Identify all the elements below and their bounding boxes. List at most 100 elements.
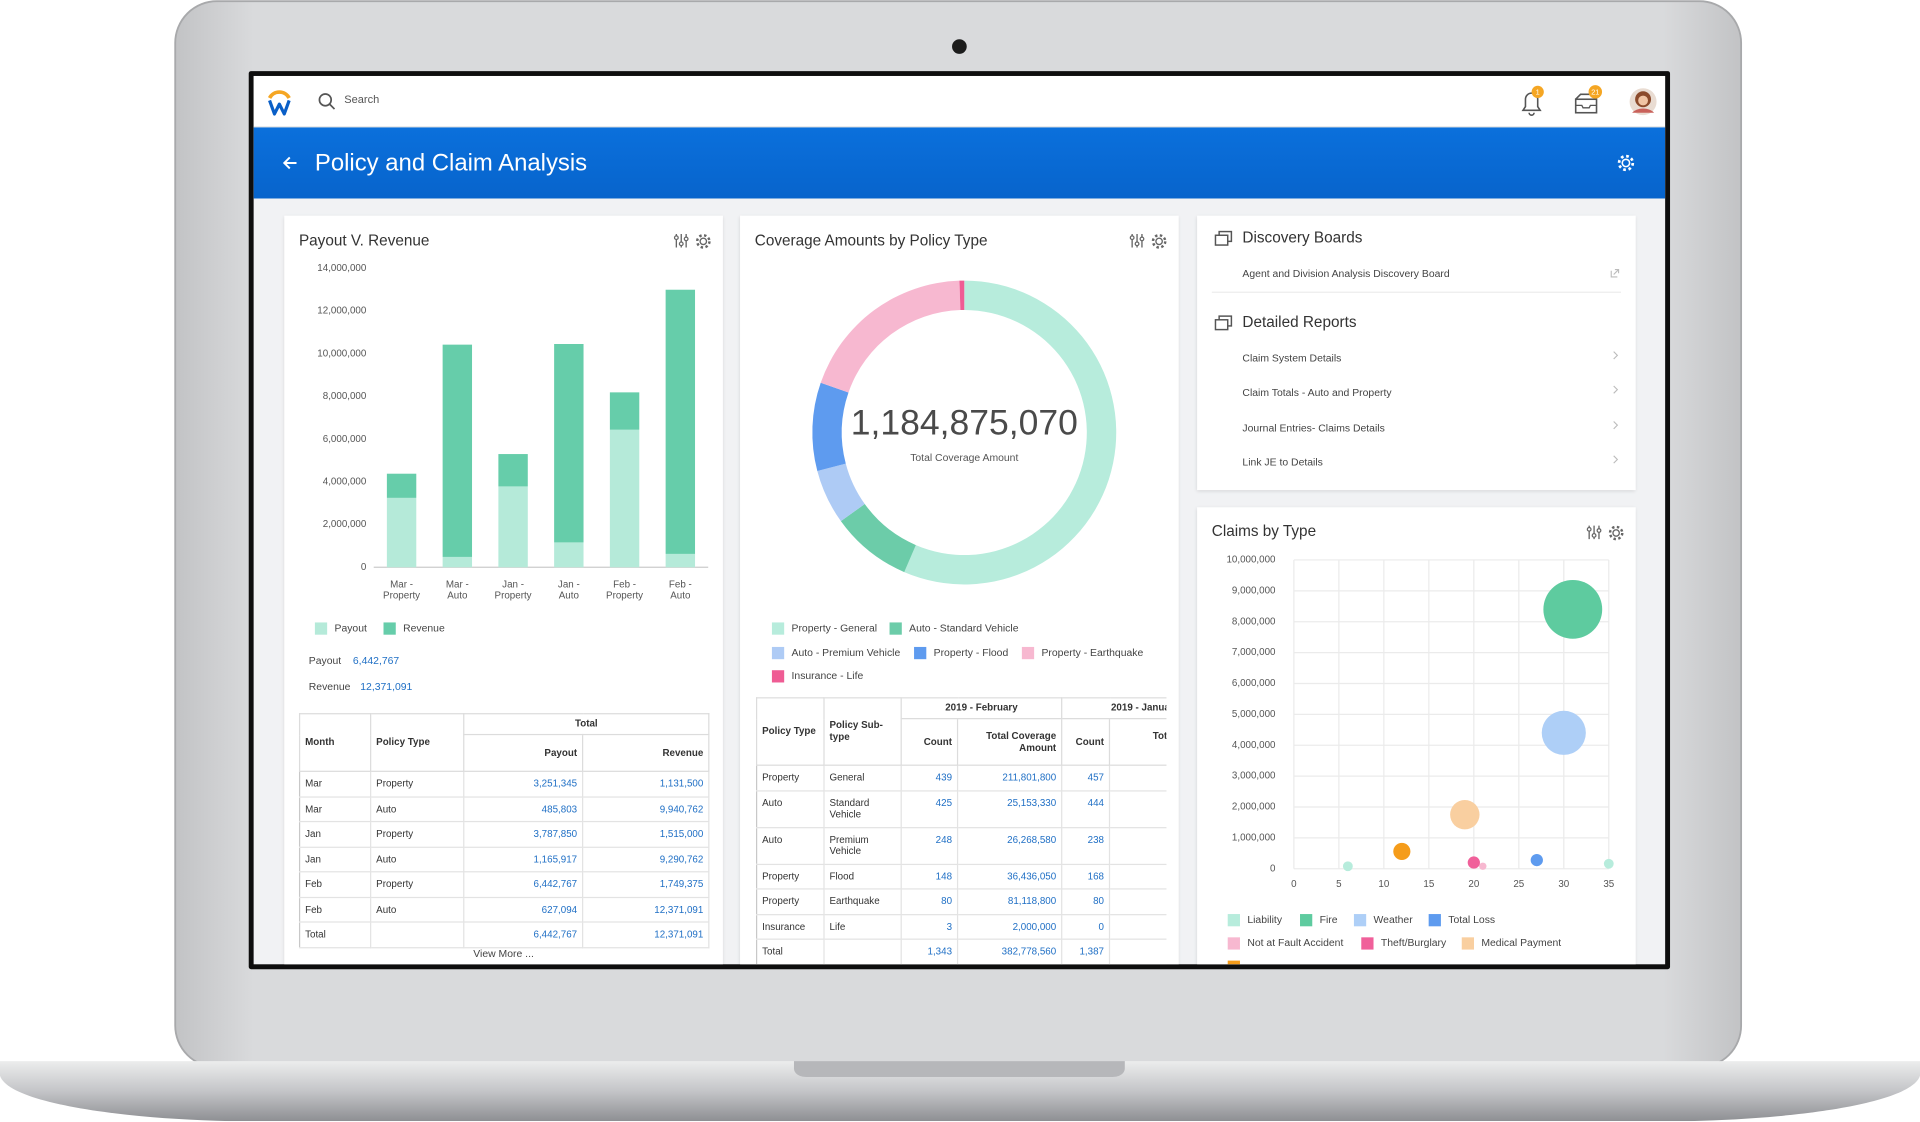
x-tick-label-line: Auto — [447, 590, 468, 601]
table-link: 627,094 — [463, 896, 584, 923]
legend-swatch — [1227, 937, 1240, 950]
table-link: 248 — [901, 827, 959, 865]
legend-swatch — [1428, 914, 1441, 927]
table-cell: Premium Vehicle — [823, 827, 902, 865]
legend-label: Property - General — [792, 623, 878, 634]
table-cell: Auto — [370, 796, 465, 823]
table-row: Jan Auto 1,165,917 9,290,762 — [299, 846, 710, 873]
summary-label: Revenue — [308, 680, 351, 693]
x-tick-label-line: Property — [495, 590, 532, 601]
tool-icon — [1596, 528, 1602, 533]
table-link: 80 — [901, 888, 959, 915]
y-tick-label: 6,000,000 — [323, 434, 367, 445]
bar-segment — [665, 289, 696, 554]
bar-segment — [609, 392, 640, 430]
panel-tools[interactable] — [673, 234, 711, 249]
back-button[interactable] — [282, 154, 299, 171]
table-link — [1109, 914, 1167, 940]
page-title: Policy and Claim Analysis — [314, 149, 588, 177]
summary-value[interactable]: 6,442,767 — [352, 654, 400, 667]
table-link: 9,940,762 — [582, 796, 710, 823]
table-link: 26,268,580 — [957, 827, 1063, 865]
legend-label: Not at Fault Accident — [1247, 938, 1343, 949]
page-header: Policy and Claim Analysis — [253, 127, 1666, 199]
avatar[interactable] — [1628, 87, 1657, 116]
table-cell: Mar — [299, 796, 372, 823]
table-link: 2,000,000 — [957, 914, 1063, 940]
column-header: Policy Sub-type — [823, 697, 902, 766]
table-cell: Standard Vehicle — [823, 790, 902, 828]
table-cell: General — [823, 765, 902, 791]
claims-panel: Claims by Type 0 1,000,000 2,000,000 3,000,… — [1197, 507, 1636, 965]
table-cell: Feb — [299, 871, 372, 898]
settings[interactable] — [1616, 153, 1636, 173]
table-cell: Jan — [299, 821, 372, 848]
report-link[interactable]: Claim System Details — [1242, 351, 1342, 364]
search-input[interactable]: Search — [344, 93, 380, 106]
legend-label: Revenue — [403, 623, 445, 634]
coverage-table-wrap: Policy Type Policy Sub-type 2019 - Februar… — [755, 697, 1167, 965]
y-tick-label: 5,000,000 — [1232, 709, 1276, 720]
x-tick-label: Mar -Auto — [446, 579, 469, 601]
coverage-panel: Coverage Amounts by Policy Type 1,184,87… — [740, 215, 1179, 965]
y-tick-label: 4,000,000 — [1232, 740, 1276, 751]
tool-icon — [1129, 235, 1135, 241]
x-tick-label: Jan -Property — [495, 579, 532, 601]
y-tick-label: 6,000,000 — [1232, 678, 1276, 689]
y-tick-label: 10,000,000 — [1226, 555, 1276, 566]
x-tick-label-line: Mar - — [390, 579, 413, 590]
table-link: 6,442,767 — [463, 871, 584, 898]
table-link: 9,290,762 — [582, 846, 710, 873]
laptop-base — [0, 1061, 1920, 1122]
column-header: Count — [900, 718, 959, 766]
coverage-chart: Coverage Amounts by Policy Type 1,184,87… — [755, 232, 1167, 683]
tool-icon — [699, 237, 708, 246]
legend-label: Auto - Premium Vehicle — [792, 648, 901, 659]
legend-swatch — [771, 622, 785, 635]
column-header: Policy Type — [755, 697, 825, 766]
table-cell: Jan — [299, 846, 372, 873]
logo[interactable] — [261, 82, 298, 121]
y-tick-label: 0 — [361, 562, 367, 573]
legend-swatch — [1227, 914, 1240, 927]
column-header: Month — [298, 713, 372, 772]
report-link[interactable]: Journal Entries- Claims Details — [1242, 421, 1385, 434]
x-tick-label: 30 — [1558, 879, 1569, 890]
report-link[interactable]: Claim Totals - Auto and Property — [1242, 385, 1392, 399]
tool-icon — [673, 235, 679, 241]
header-row: Payout Revenue — [300, 733, 710, 772]
table-cell: Property — [756, 888, 825, 915]
y-tick-label: 7,000,000 — [1232, 647, 1276, 658]
column-header: Total Coverage Amount — [956, 718, 1063, 766]
table-link: 403,701, — [1109, 939, 1167, 965]
separator — [1211, 291, 1622, 293]
x-tick-label: Jan -Auto — [558, 579, 580, 601]
discovery-link[interactable]: Agent and Division Analysis Discovery Bo… — [1242, 267, 1450, 280]
table-cell: Auto — [756, 790, 825, 828]
x-tick-label-line: Auto — [670, 590, 691, 601]
bubble — [1543, 579, 1603, 639]
x-tick-label-line: Jan - — [558, 579, 580, 590]
table-link: 12,371,091 — [582, 922, 710, 948]
table-cell: Total — [299, 922, 372, 948]
table-row: Total 6,442,767 12,371,091 — [299, 922, 710, 948]
summary-label: Payout — [308, 654, 342, 667]
summary-value[interactable]: 12,371,091 — [360, 680, 413, 693]
tool-icon — [1608, 525, 1624, 541]
notifications[interactable]: 1 — [1518, 83, 1545, 117]
report-link[interactable]: Link JE to Details — [1242, 455, 1323, 469]
legend-label: Total Loss — [1448, 915, 1495, 926]
bar-segment — [386, 473, 417, 498]
y-tick-label: 12,000,000 — [317, 306, 367, 317]
header-row: Month Policy Type Total — [298, 713, 710, 772]
panel-tools[interactable] — [1586, 525, 1624, 541]
view-more[interactable]: View More ... — [473, 947, 534, 960]
search-icon[interactable] — [317, 92, 337, 112]
inbox[interactable]: 21 — [1572, 83, 1604, 117]
tool-icon — [1151, 234, 1167, 249]
legend-swatch — [1461, 937, 1474, 950]
panel-tools[interactable] — [1129, 234, 1167, 249]
table-link: 211,801,800 — [957, 765, 1063, 791]
